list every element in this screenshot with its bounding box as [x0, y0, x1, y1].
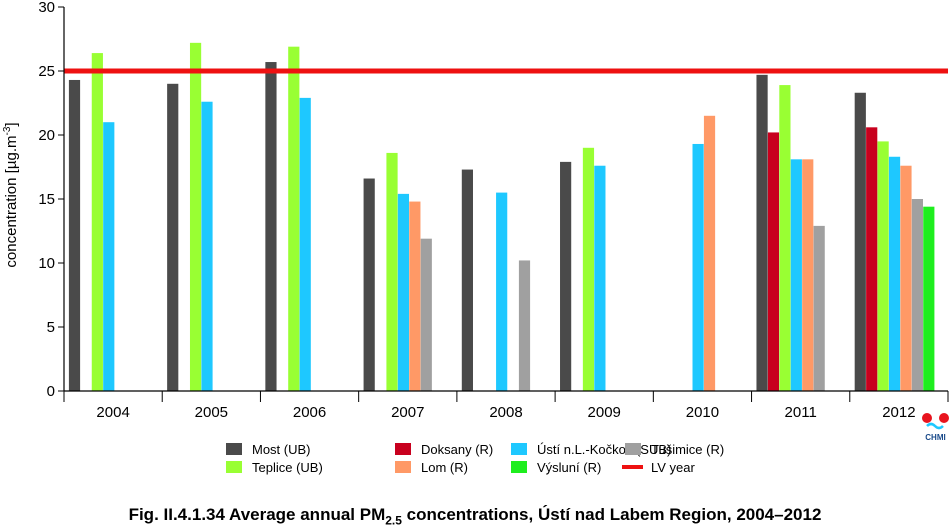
bar-most-ub--2007 [363, 178, 375, 391]
legend-label: Teplice (UB) [252, 460, 323, 475]
chart: 0 5 10 15 20 25 30 2004 2005 2006 2007 2008 2009 201… [2, 0, 949, 475]
x-tick-label: 2011 [785, 404, 817, 421]
bar--st-n-l-ko-kov-sub--2007 [397, 193, 410, 391]
bar-tu-imice-r--2008 [518, 260, 531, 391]
bar-teplice-ub--2011 [779, 85, 791, 391]
legend-swatch [511, 461, 527, 473]
x-tick-label: 2007 [391, 404, 424, 421]
legend: Most (UB) Teplice (UB) Doksany (R) Lom (R) Ú… [226, 442, 724, 475]
bar--st-n-l-ko-kov-sub--2009 [594, 165, 606, 391]
y-tick-label: 5 [47, 319, 55, 336]
bar-tu-imice-r--2011 [813, 225, 825, 391]
legend-swatch [511, 443, 527, 455]
bar-most-ub--2006 [265, 62, 277, 391]
bar-lom-r--2011 [802, 159, 814, 391]
x-tick-label: 2008 [489, 404, 522, 421]
bar-most-ub--2012 [854, 92, 866, 391]
bar--st-n-l-ko-kov-sub--2010 [692, 143, 704, 391]
bar-most-ub--2009 [560, 161, 572, 391]
legend-item: LV year [622, 460, 696, 475]
legend-label: Tušimice (R) [651, 442, 724, 457]
y-tick-label: 25 [38, 63, 55, 80]
x-tick-label: 2005 [195, 404, 228, 421]
y-tick-label: 10 [38, 255, 55, 272]
logo-dot-right [939, 413, 949, 423]
x-tick-label: 2004 [96, 404, 129, 421]
legend-item: Výsluní (R) [511, 460, 601, 475]
logo-wave [926, 422, 944, 430]
bar-teplice-ub--2012 [877, 141, 889, 391]
bar-tu-imice-r--2012 [911, 199, 923, 391]
bar-lom-r--2012 [900, 165, 912, 391]
legend-label: Doksany (R) [421, 442, 493, 457]
bar-teplice-ub--2007 [386, 152, 398, 391]
legend-label: Výsluní (R) [537, 460, 601, 475]
bar--st-n-l-ko-kov-sub--2008 [496, 192, 508, 391]
bar-doksany-r--2012 [866, 127, 878, 391]
bar-doksany-r--2011 [767, 132, 780, 391]
bar-teplice-ub--2005 [189, 42, 202, 392]
legend-swatch [395, 443, 411, 455]
bar-most-ub--2005 [167, 83, 179, 392]
y-axis: 0 5 10 15 20 25 30 [38, 0, 65, 400]
legend-label: Lom (R) [421, 460, 468, 475]
legend-item: Teplice (UB) [226, 460, 323, 475]
x-tick-label: 2006 [293, 404, 326, 421]
figure-caption: Fig. II.4.1.34 Average annual PM2.5 conc… [128, 505, 822, 528]
bar-lom-r--2010 [703, 115, 716, 392]
y-tick-label: 20 [38, 127, 55, 144]
bar-teplice-ub--2009 [582, 147, 595, 391]
chmi-logo: CHMI [922, 413, 949, 442]
x-tick-label: 2009 [588, 404, 621, 421]
legend-label: LV year [651, 460, 696, 475]
legend-item: Tušimice (R) [625, 442, 724, 457]
legend-item: Most (UB) [226, 442, 311, 457]
bar-lom-r--2007 [409, 201, 421, 391]
x-axis: 2004 2005 2006 2007 2008 2009 2010 2011 2012 [63, 390, 949, 421]
y-tick-label: 0 [47, 383, 55, 400]
bar-most-ub--2011 [756, 74, 768, 391]
logo-text: CHMI [925, 433, 945, 442]
y-axis-label: concentration [µg.m-3] [2, 122, 20, 267]
legend-label: Most (UB) [252, 442, 311, 457]
y-tick-label: 15 [38, 191, 55, 208]
bar-teplice-ub--2006 [288, 46, 300, 392]
legend-swatch [226, 461, 242, 473]
plot-area [64, 42, 948, 392]
bar--st-n-l-ko-kov-sub--2012 [888, 156, 901, 391]
x-tick-label: 2012 [882, 404, 915, 421]
bar--st-n-l-ko-kov-sub--2011 [790, 159, 802, 391]
bar-v-slun-r--2012 [923, 206, 935, 391]
legend-item: Lom (R) [395, 460, 468, 475]
legend-item: Ústí n.L.-Kočkov (SUB) [511, 442, 671, 457]
bar-most-ub--2004 [68, 79, 81, 392]
y-tick-label: 30 [38, 0, 55, 16]
bar--st-n-l-ko-kov-sub--2005 [201, 101, 213, 391]
legend-swatch [226, 443, 242, 455]
bar--st-n-l-ko-kov-sub--2006 [299, 97, 311, 391]
bar--st-n-l-ko-kov-sub--2004 [103, 122, 115, 391]
logo-dot-left [922, 413, 932, 423]
legend-swatch [625, 443, 641, 455]
legend-swatch [395, 461, 411, 473]
bar-most-ub--2008 [461, 169, 473, 391]
x-tick-label: 2010 [686, 404, 719, 421]
legend-item: Doksany (R) [395, 442, 493, 457]
bar-teplice-ub--2004 [91, 53, 103, 392]
bar-tu-imice-r--2007 [420, 238, 432, 391]
